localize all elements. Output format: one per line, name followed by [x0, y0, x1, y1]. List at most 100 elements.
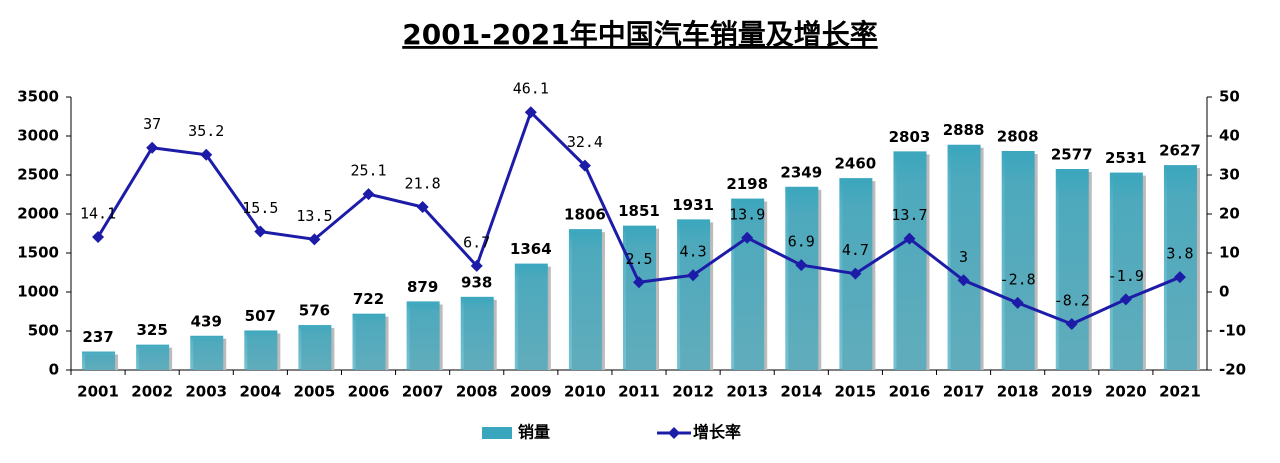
- x-tick-label: 2004: [239, 383, 281, 401]
- line-label: 6.7: [463, 233, 490, 251]
- bar-label: 237: [82, 328, 113, 346]
- bar: [244, 330, 278, 370]
- bar-label: 1931: [672, 196, 714, 214]
- bar: [82, 351, 116, 370]
- line-marker: [308, 233, 321, 246]
- line-marker: [416, 200, 429, 213]
- line-marker: [903, 232, 916, 245]
- line-label: 15.5: [242, 199, 278, 217]
- line-label: 13.7: [891, 206, 927, 224]
- line-marker: [687, 269, 700, 282]
- bar: [623, 225, 656, 370]
- line-marker: [578, 159, 591, 172]
- line-label: 3.8: [1166, 245, 1193, 263]
- x-tick-label: 2018: [997, 383, 1039, 401]
- x-tick-label: 2011: [618, 383, 660, 401]
- y-tick-label: 0: [49, 361, 59, 379]
- line-marker: [362, 188, 375, 201]
- line-marker: [1011, 296, 1024, 309]
- line-label: 2.5: [625, 250, 652, 268]
- bar: [460, 296, 494, 370]
- line-marker: [524, 106, 537, 119]
- bar-label: 507: [245, 307, 276, 325]
- y2-tick-label: 50: [1219, 88, 1240, 106]
- line-label: -2.8: [1000, 270, 1036, 288]
- bar: [785, 186, 819, 370]
- line-marker: [957, 274, 970, 287]
- line-marker: [254, 225, 267, 238]
- line-label: 25.1: [350, 162, 386, 180]
- bar: [1055, 168, 1089, 370]
- bar: [1109, 172, 1143, 370]
- bar-label: 938: [461, 273, 492, 291]
- line-label: 32.4: [567, 133, 603, 151]
- bar: [352, 313, 386, 370]
- bar: [298, 325, 332, 370]
- bar: [568, 229, 602, 370]
- x-tick-label: 2006: [348, 383, 390, 401]
- x-tick-label: 2002: [131, 383, 173, 401]
- x-tick-label: 2010: [564, 383, 606, 401]
- bar-label: 2627: [1159, 142, 1201, 160]
- x-tick-label: 2013: [726, 383, 768, 401]
- bar-label: 2460: [835, 155, 877, 173]
- bar-label: 2349: [780, 163, 822, 181]
- line-marker: [92, 231, 105, 244]
- bar-label: 2808: [997, 127, 1039, 145]
- bar-label: 2888: [943, 121, 985, 139]
- line-label: 37: [143, 115, 161, 133]
- bar-label: 439: [191, 312, 222, 330]
- y2-tick-label: 10: [1219, 244, 1240, 262]
- line-marker: [1065, 317, 1078, 330]
- y-tick-label: 3500: [17, 88, 59, 106]
- bar: [893, 151, 927, 370]
- bar: [1163, 165, 1197, 370]
- line-label: 4.3: [680, 243, 707, 261]
- legend-swatch: [482, 427, 512, 439]
- line-marker: [470, 259, 483, 272]
- line-label: 13.5: [296, 207, 332, 225]
- line-label: 13.9: [729, 205, 765, 223]
- line-marker: [741, 231, 754, 244]
- y-tick-label: 3000: [17, 127, 59, 145]
- bar: [947, 144, 981, 370]
- bar-label: 325: [136, 321, 167, 339]
- x-tick-label: 2014: [780, 383, 822, 401]
- line-label: 35.2: [188, 122, 224, 140]
- y2-tick-label: -10: [1219, 322, 1246, 340]
- y2-tick-label: -20: [1219, 361, 1246, 379]
- line-marker: [795, 259, 808, 272]
- y-tick-label: 1500: [17, 244, 59, 262]
- bar: [190, 335, 224, 370]
- y2-tick-label: 20: [1219, 205, 1240, 223]
- bar-label: 2577: [1051, 145, 1093, 163]
- y2-tick-label: 0: [1219, 283, 1229, 301]
- line-label: 14.1: [80, 205, 116, 223]
- bar-label: 722: [353, 290, 384, 308]
- bar-label: 2803: [889, 128, 931, 146]
- y2-tick-label: 40: [1219, 127, 1240, 145]
- x-tick-label: 2005: [294, 383, 336, 401]
- legend-label: 销量: [518, 423, 550, 442]
- x-tick-label: 2001: [77, 383, 119, 401]
- line-marker: [849, 267, 862, 280]
- x-tick-label: 2007: [402, 383, 444, 401]
- bar-label: 1364: [510, 240, 552, 258]
- line-marker: [633, 276, 645, 289]
- x-tick-label: 2008: [456, 383, 498, 401]
- line-label: 46.1: [513, 80, 549, 98]
- line-label: -8.2: [1054, 291, 1090, 309]
- y-tick-label: 2500: [17, 166, 59, 184]
- x-tick-label: 2009: [510, 383, 552, 401]
- x-tick-label: 2012: [672, 383, 714, 401]
- y2-tick-label: 30: [1219, 166, 1240, 184]
- x-tick-label: 2003: [185, 383, 227, 401]
- line-marker: [1119, 293, 1132, 306]
- bar-label: 1806: [564, 206, 606, 224]
- line-label: 21.8: [405, 174, 441, 192]
- x-tick-label: 2016: [889, 383, 931, 401]
- y-tick-label: 2000: [17, 205, 59, 223]
- line-marker: [200, 148, 213, 161]
- line-label: 4.7: [842, 241, 869, 259]
